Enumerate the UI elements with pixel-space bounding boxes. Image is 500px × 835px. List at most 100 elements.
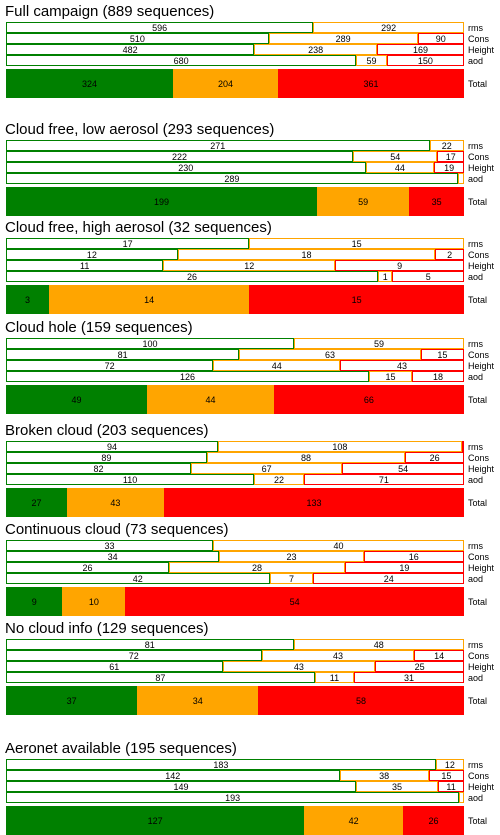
bar-green-outline — [6, 162, 366, 173]
bar-value-label: 22 — [273, 474, 284, 485]
total-value-label: 26 — [428, 815, 439, 826]
bar-value-label: 22 — [441, 140, 452, 151]
bar-green-outline — [6, 360, 214, 371]
bar-value-label: 25 — [414, 661, 425, 672]
total-value-label: 49 — [71, 394, 82, 405]
total-value-label: 324 — [81, 78, 97, 89]
total-value-label: 204 — [217, 78, 233, 89]
bar-green-total — [6, 686, 138, 715]
total-value-label: 127 — [147, 815, 163, 826]
row-label: Height — [468, 662, 495, 672]
bar-value-label: 81 — [117, 349, 128, 360]
bar-value-label: 150 — [417, 55, 433, 66]
bar-green-outline — [6, 238, 250, 249]
bar-orange-outline — [356, 55, 387, 66]
bar-value-label: 28 — [251, 562, 262, 573]
panel-title: Cloud free, high aerosol (32 sequences) — [5, 219, 272, 236]
row-label: Height — [468, 261, 495, 271]
bar-orange-outline — [269, 573, 314, 584]
bar-orange-outline — [268, 33, 418, 44]
bar-orange-outline — [355, 781, 439, 792]
bar-green-total — [6, 385, 148, 414]
bar-orange-outline — [239, 349, 421, 360]
bar-value-label: 15 — [385, 371, 396, 382]
bar-value-label: 24 — [383, 573, 394, 584]
row-label: rms — [468, 23, 483, 33]
bar-orange-outline — [459, 792, 464, 803]
bar-value-label: 72 — [128, 650, 139, 661]
bar-orange-outline — [353, 151, 438, 162]
bar-value-label: 2 — [447, 249, 453, 260]
bar-red-total — [163, 488, 464, 517]
bar-orange-outline — [213, 360, 341, 371]
bar-value-label: 14 — [434, 650, 445, 661]
total-value-label: 35 — [431, 196, 442, 207]
bar-green-outline — [6, 452, 207, 463]
bar-green-outline — [6, 22, 314, 33]
row-label: Height — [468, 464, 495, 474]
bar-value-label: 54 — [398, 463, 409, 474]
bar-green-outline — [6, 463, 191, 474]
bar-orange-outline — [313, 22, 464, 33]
bar-value-label: 11 — [329, 672, 340, 683]
row-label: aod — [468, 174, 484, 184]
panel-title: Cloud free, low aerosol (293 sequences) — [5, 121, 275, 138]
bar-green-outline — [6, 349, 240, 360]
bar-red-outline — [434, 162, 464, 173]
bar-value-label: 183 — [213, 759, 229, 770]
row-label: rms — [468, 141, 483, 151]
bar-red-outline — [461, 441, 464, 452]
row-label: Cons — [468, 453, 490, 463]
bar-value-label: 15 — [441, 770, 452, 781]
bar-value-label: 26 — [82, 562, 93, 573]
bar-value-label: 88 — [301, 452, 312, 463]
bar-value-label: 230 — [178, 162, 194, 173]
bar-green-outline — [6, 338, 295, 349]
bar-orange-total — [66, 488, 164, 517]
bar-value-label: 193 — [225, 792, 241, 803]
total-value-label: 27 — [31, 497, 42, 508]
bar-red-total — [273, 385, 464, 414]
bar-orange-outline — [378, 271, 393, 282]
bar-red-outline — [405, 452, 464, 463]
bar-red-outline — [342, 463, 464, 474]
bar-value-label: 510 — [129, 33, 145, 44]
bar-red-outline — [435, 249, 464, 260]
row-label: aod — [468, 673, 484, 683]
bar-value-label: 18 — [301, 249, 312, 260]
bar-green-outline — [6, 759, 436, 770]
bar-value-label: 72 — [104, 360, 115, 371]
bar-value-label: 35 — [392, 781, 403, 792]
total-row-label: Total — [468, 596, 488, 607]
bar-value-label: 7 — [288, 573, 294, 584]
panel-title: Aeronet available (195 sequences) — [5, 740, 237, 757]
bar-green-total — [6, 488, 67, 517]
bar-orange-outline — [191, 463, 343, 474]
bar-value-label: 44 — [394, 162, 405, 173]
bar-green-outline — [6, 540, 214, 551]
bar-green-outline — [6, 781, 356, 792]
bar-green-outline — [6, 573, 270, 584]
bar-value-label: 43 — [397, 360, 408, 371]
total-row-label: Total — [468, 497, 488, 508]
total-value-label: 133 — [306, 497, 322, 508]
bar-value-label: 12 — [444, 759, 455, 770]
bar-red-outline — [313, 573, 464, 584]
bar-value-label: 110 — [122, 474, 138, 485]
total-value-label: 199 — [154, 196, 170, 207]
bar-value-label: 289 — [335, 33, 351, 44]
bar-orange-outline — [435, 759, 464, 770]
panel-title: Broken cloud (203 sequences) — [5, 422, 209, 439]
bar-red-outline — [335, 260, 464, 271]
bar-value-label: 48 — [373, 639, 384, 650]
bar-green-outline — [6, 249, 178, 260]
total-value-label: 9 — [31, 596, 37, 607]
bar-orange-outline — [429, 140, 464, 151]
row-label: Height — [468, 45, 495, 55]
row-label: aod — [468, 372, 484, 382]
total-value-label: 14 — [144, 294, 155, 305]
total-value-label: 59 — [358, 196, 369, 207]
bar-value-label: 11 — [446, 781, 456, 792]
bar-value-label: 289 — [224, 173, 240, 184]
bar-orange-outline — [222, 661, 376, 672]
